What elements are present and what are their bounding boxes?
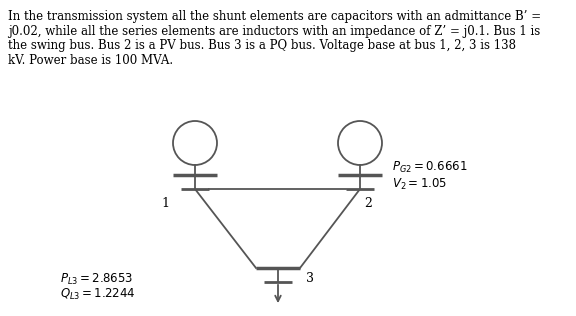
Text: the swing bus. Bus 2 is a PV bus. Bus 3 is a PQ bus. Voltage base at bus 1, 2, 3: the swing bus. Bus 2 is a PV bus. Bus 3 …	[8, 39, 516, 52]
Text: 1: 1	[161, 197, 169, 210]
Text: j0.02, while all the series elements are inductors with an impedance of Z’ = j0.: j0.02, while all the series elements are…	[8, 25, 540, 38]
Text: In the transmission system all the shunt elements are capacitors with an admitta: In the transmission system all the shunt…	[8, 10, 541, 23]
Text: $P_{L3} = 2.8653$: $P_{L3} = 2.8653$	[60, 272, 134, 287]
Text: 2: 2	[364, 197, 372, 210]
Text: $V_2 =1.05$: $V_2 =1.05$	[392, 177, 447, 192]
Text: kV. Power base is 100 MVA.: kV. Power base is 100 MVA.	[8, 53, 173, 66]
Text: $Q_{L3} =1.2244$: $Q_{L3} =1.2244$	[60, 287, 136, 302]
Text: 3: 3	[306, 272, 314, 285]
Text: $P_{G2} = 0.6661$: $P_{G2} = 0.6661$	[392, 160, 468, 175]
